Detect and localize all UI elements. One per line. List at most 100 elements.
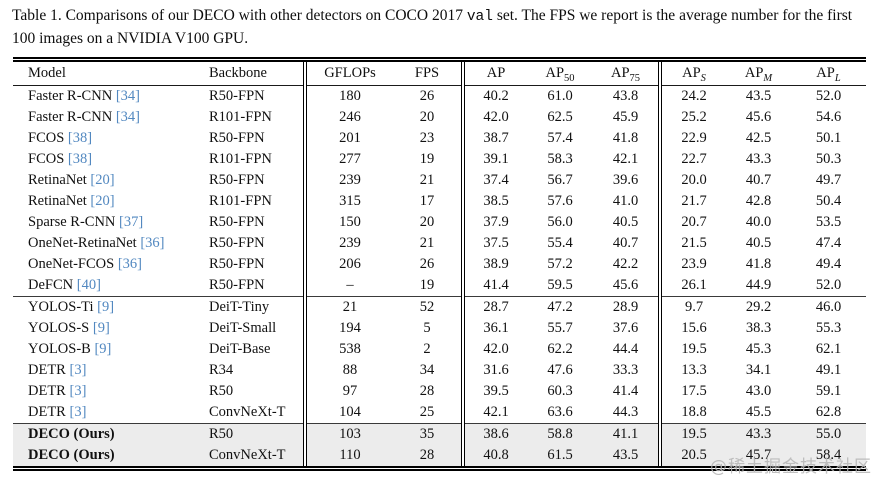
citation-link[interactable]: [9] bbox=[97, 298, 115, 315]
ap50-cell: 56.7 bbox=[547, 171, 573, 188]
ap75-cell: 45.6 bbox=[612, 276, 639, 293]
apl-cell: 62.1 bbox=[815, 340, 842, 357]
citation-link[interactable]: [3] bbox=[69, 403, 87, 420]
citation-link[interactable]: [34] bbox=[115, 87, 140, 104]
citation-link[interactable]: [38] bbox=[67, 129, 93, 146]
table-row: DETR [3] ConvNeXt-T 104 25 42.1 63.6 44.3 18.8 4… bbox=[13, 401, 866, 424]
backbone-cell: R101-FPN bbox=[209, 192, 272, 209]
citation-link[interactable]: [40] bbox=[76, 276, 101, 293]
table-body: Faster R-CNN [34] R50-FPN 180 26 40.2 61.0 43.… bbox=[13, 85, 866, 469]
apm-cell: 42.8 bbox=[745, 192, 772, 209]
fps-cell: 35 bbox=[393, 422, 463, 445]
citation-link[interactable]: [20] bbox=[90, 171, 115, 188]
caption-text-2: set. The FPS we report is the average nu… bbox=[12, 7, 853, 47]
ap50-cell: 61.5 bbox=[547, 446, 573, 463]
model-cell: Faster R-CNN [34] bbox=[28, 108, 140, 125]
citation-link[interactable]: [38] bbox=[67, 150, 93, 167]
ap-cell: 39.5 bbox=[461, 380, 527, 402]
fps-cell: 28 bbox=[419, 446, 435, 463]
ap75-cell: 43.8 bbox=[612, 87, 639, 104]
table-row: RetinaNet [20] R50-FPN 239 21 37.4 56.7 39.6 20… bbox=[13, 169, 866, 191]
table-row: Faster R-CNN [34] R101-FPN 246 20 42.0 62.5 45… bbox=[13, 106, 866, 128]
column-header-model: Model bbox=[13, 59, 205, 86]
column-header-gflops: GFLOPs bbox=[303, 59, 393, 86]
citation-link[interactable]: [36] bbox=[140, 234, 165, 251]
fps-cell: 34 bbox=[419, 361, 435, 378]
fps-cell: 17 bbox=[419, 192, 435, 209]
citation-link[interactable]: [9] bbox=[94, 340, 112, 357]
ap-cell: 37.9 bbox=[461, 211, 527, 233]
aps-cell: 18.8 bbox=[658, 401, 726, 424]
aps-cell: 20.5 bbox=[658, 444, 726, 469]
fps-cell: 25 bbox=[419, 403, 435, 420]
column-header-ap: AP bbox=[461, 59, 527, 86]
backbone-cell: R101-FPN bbox=[209, 150, 272, 167]
backbone-cell: R50-FPN bbox=[209, 234, 265, 251]
apl-cell: 49.1 bbox=[815, 361, 842, 378]
citation-link[interactable]: [37] bbox=[119, 213, 144, 230]
fps-cell: 23 bbox=[419, 129, 435, 146]
aps-cell: 19.5 bbox=[658, 338, 726, 360]
ap75-cell: 37.6 bbox=[612, 319, 639, 336]
citation-link[interactable]: [20] bbox=[90, 192, 115, 209]
apm-cell: 43.0 bbox=[745, 382, 772, 399]
citation-link[interactable]: [9] bbox=[92, 319, 110, 336]
apl-cell: 46.0 bbox=[791, 295, 866, 318]
apm-cell: 38.3 bbox=[745, 319, 772, 336]
backbone-cell: R50-FPN bbox=[209, 87, 265, 104]
fps-cell: 2 bbox=[423, 340, 431, 357]
model-cell: YOLOS-B [9] bbox=[28, 340, 112, 357]
aps-cell: 17.5 bbox=[658, 380, 726, 402]
ap50-cell: 58.3 bbox=[547, 150, 573, 167]
column-header-ap50: AP50 bbox=[527, 59, 593, 86]
citation-link[interactable]: [34] bbox=[115, 108, 140, 125]
caption-text-1: Table 1. Comparisons of our DECO with ot… bbox=[12, 7, 463, 24]
gflops-cell: 315 bbox=[303, 190, 393, 212]
ap50-cell: 58.8 bbox=[527, 422, 593, 445]
backbone-cell: R50-FPN bbox=[209, 276, 265, 293]
gflops-cell: 110 bbox=[303, 444, 393, 469]
model-cell: DECO (Ours) bbox=[28, 446, 115, 463]
apl-cell: 47.4 bbox=[815, 234, 842, 251]
backbone-cell: DeiT-Small bbox=[209, 319, 277, 336]
fps-cell: 21 bbox=[419, 234, 435, 251]
ap-cell: 38.9 bbox=[461, 253, 527, 275]
apm-cell: 34.1 bbox=[745, 361, 772, 378]
gflops-cell: 21 bbox=[303, 295, 393, 318]
gflops-cell: – bbox=[303, 274, 393, 297]
apl-cell: 50.3 bbox=[815, 150, 842, 167]
aps-cell: 20.7 bbox=[658, 211, 726, 233]
model-cell: DETR [3] bbox=[28, 361, 87, 378]
gflops-cell: 88 bbox=[303, 359, 393, 381]
gflops-cell: 150 bbox=[303, 211, 393, 233]
fps-cell: 19 bbox=[419, 276, 435, 293]
gflops-cell: 104 bbox=[303, 401, 393, 424]
apm-cell: 43.5 bbox=[745, 87, 772, 104]
apl-cell: 52.0 bbox=[815, 87, 842, 104]
apl-cell: 59.1 bbox=[815, 382, 842, 399]
model-cell: DETR [3] bbox=[28, 403, 87, 420]
citation-link[interactable]: [3] bbox=[69, 382, 87, 399]
ap-cell: 36.1 bbox=[461, 317, 527, 339]
backbone-cell: ConvNeXt-T bbox=[209, 446, 286, 463]
apm-cell: 45.3 bbox=[745, 340, 772, 357]
fps-cell: 28 bbox=[419, 382, 435, 399]
ap-cell: 37.4 bbox=[461, 169, 527, 191]
gflops-cell: 194 bbox=[303, 317, 393, 339]
ap75-cell: 39.6 bbox=[612, 171, 639, 188]
ap-cell: 38.7 bbox=[461, 127, 527, 149]
model-cell: RetinaNet [20] bbox=[28, 192, 115, 209]
ap75-cell: 28.9 bbox=[593, 295, 660, 318]
aps-cell: 25.2 bbox=[658, 106, 726, 128]
ap75-cell: 44.4 bbox=[612, 340, 639, 357]
ap-cell: 38.6 bbox=[461, 422, 527, 445]
citation-link[interactable]: [3] bbox=[69, 361, 87, 378]
apm-cell: 45.6 bbox=[745, 108, 772, 125]
citation-link[interactable]: [36] bbox=[117, 255, 142, 272]
apm-cell: 41.8 bbox=[745, 255, 772, 272]
ap75-cell: 41.0 bbox=[612, 192, 639, 209]
gflops-cell: 97 bbox=[303, 380, 393, 402]
aps-cell: 9.7 bbox=[658, 295, 726, 318]
ap-cell: 40.2 bbox=[461, 85, 527, 107]
backbone-cell: R50-FPN bbox=[209, 171, 265, 188]
